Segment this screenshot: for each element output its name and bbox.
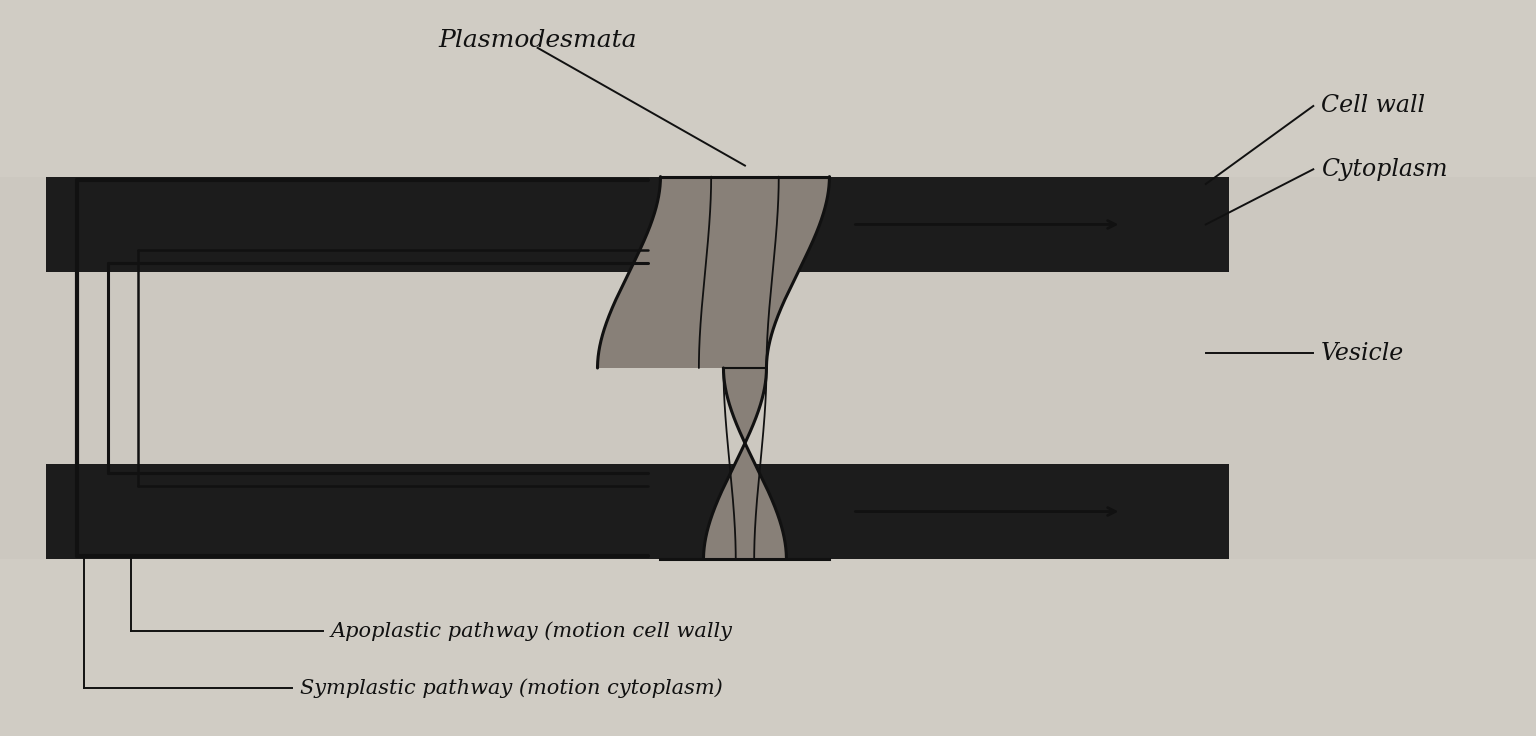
Text: Apoplastic pathway (motion cell wally: Apoplastic pathway (motion cell wally (330, 621, 733, 640)
FancyBboxPatch shape (46, 177, 1229, 272)
FancyBboxPatch shape (46, 464, 1229, 559)
FancyBboxPatch shape (46, 464, 1229, 559)
Text: Plasmodesmata: Plasmodesmata (438, 29, 637, 52)
FancyBboxPatch shape (0, 177, 1536, 559)
Polygon shape (598, 177, 829, 368)
Text: Cell wall: Cell wall (1321, 94, 1425, 118)
Text: Vesicle: Vesicle (1321, 342, 1404, 365)
Text: Cytoplasm: Cytoplasm (1321, 158, 1447, 181)
Polygon shape (598, 177, 829, 559)
FancyBboxPatch shape (46, 177, 1229, 272)
Text: Symplastic pathway (motion cytoplasm): Symplastic pathway (motion cytoplasm) (300, 679, 722, 698)
Polygon shape (703, 368, 786, 559)
